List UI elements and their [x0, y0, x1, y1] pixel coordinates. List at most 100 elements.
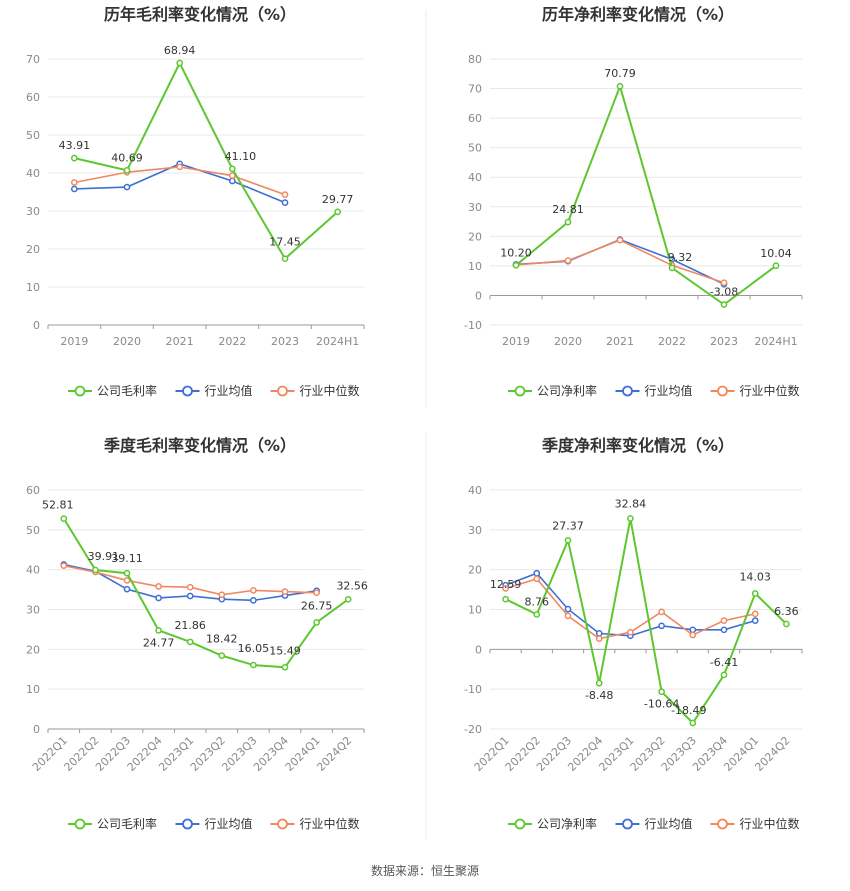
legend-marker-icon [182, 385, 193, 397]
data-point [186, 592, 194, 600]
y-tick-label: -10 [464, 319, 482, 332]
chart-title: 历年净利率变化情况（%） [542, 5, 734, 24]
x-tick-label: 2022 [658, 335, 686, 348]
data-label: 24.77 [143, 636, 175, 649]
y-tick-label: 20 [26, 643, 40, 656]
legend-label: 公司毛利率 [97, 816, 157, 831]
legend-item-3[interactable]: 行业中位数 [710, 816, 800, 831]
y-tick-label: 40 [468, 171, 482, 184]
x-tick-label: 2022 [218, 335, 246, 348]
data-point [689, 626, 697, 634]
x-tick-label: 2021 [166, 335, 194, 348]
data-point [564, 536, 572, 544]
legend-label: 行业中位数 [300, 383, 360, 398]
data-label: 70.79 [604, 67, 636, 80]
data-point [70, 185, 78, 193]
chart-panel-2: 历年净利率变化情况（%） -10 0 10 20 30 40 50 60 70 80 2019 2020… [464, 5, 803, 398]
y-tick-label: 0 [33, 319, 40, 332]
data-point [70, 179, 78, 186]
data-point [502, 595, 509, 603]
legend-item-1[interactable]: 公司净利率 [508, 383, 597, 398]
data-label: 40.69 [111, 151, 143, 164]
data-point [658, 608, 665, 616]
y-tick-label: 30 [468, 201, 482, 214]
x-tick-label: 2024Q2 [314, 734, 354, 774]
y-tick-label: 10 [468, 604, 482, 617]
legend-label: 公司毛利率 [97, 383, 157, 398]
y-tick-label: 20 [26, 243, 40, 256]
y-tick-label: 30 [26, 604, 40, 617]
data-point [186, 638, 194, 646]
legend-item-1[interactable]: 公司毛利率 [68, 816, 157, 831]
chart-title: 季度净利率变化情况（%） [541, 436, 734, 455]
legend-item-1[interactable]: 公司毛利率 [68, 383, 157, 398]
data-label: 39.11 [111, 552, 143, 565]
data-point [689, 631, 697, 639]
y-tick-label: 60 [26, 91, 40, 104]
data-point [186, 583, 194, 591]
data-label: 41.10 [225, 150, 257, 163]
data-label: -10.64 [644, 698, 679, 711]
data-point [783, 620, 790, 628]
data-point [751, 590, 759, 597]
data-point [616, 236, 624, 244]
legend-marker-icon [514, 818, 526, 830]
data-point [668, 264, 676, 272]
data-point [313, 589, 320, 597]
data-point [720, 279, 728, 287]
data-point [281, 191, 289, 199]
data-label: 15.49 [269, 644, 301, 657]
y-tick-label: 30 [26, 205, 40, 218]
data-label: 6.36 [774, 605, 799, 618]
legend-item-2[interactable]: 行业均值 [615, 816, 693, 831]
legend-item-3[interactable]: 行业中位数 [270, 383, 360, 398]
data-point [595, 630, 603, 637]
x-tick-label: 2024H1 [754, 335, 797, 348]
data-point [281, 255, 289, 263]
data-label: 12.59 [490, 578, 522, 591]
legend-item-2[interactable]: 行业均值 [175, 383, 253, 398]
data-point [720, 626, 728, 634]
data-point [228, 177, 236, 185]
legend-item-3[interactable]: 行业中位数 [270, 816, 360, 831]
legend-label: 公司净利率 [537, 383, 597, 398]
legend-marker-icon [622, 385, 633, 397]
data-point [60, 562, 68, 570]
data-label: -6.41 [710, 656, 738, 669]
chart-panel-1: 历年毛利率变化情况（%） 0 10 20 30 40 50 60 70 2019 2020 2021 2… [26, 5, 365, 398]
data-point [228, 165, 236, 173]
data-point [564, 257, 572, 264]
legend-label: 公司净利率 [537, 816, 597, 831]
y-tick-label: 40 [468, 484, 482, 497]
y-tick-label: 50 [26, 524, 40, 537]
legend-item-2[interactable]: 行业均值 [615, 383, 693, 398]
legend-item-1[interactable]: 公司净利率 [508, 816, 597, 831]
data-point [533, 575, 541, 583]
legend-item-2[interactable]: 行业均值 [175, 816, 253, 831]
data-point [70, 154, 78, 162]
data-point [155, 626, 162, 634]
x-tick-label: 2023 [271, 335, 299, 348]
legend-item-3[interactable]: 行业中位数 [710, 383, 800, 398]
data-point [218, 652, 226, 659]
series-line-industry-median [515, 239, 725, 284]
data-point [250, 587, 257, 594]
legend-label: 行业均值 [645, 383, 693, 398]
y-tick-label: 50 [468, 142, 482, 155]
data-point [616, 82, 624, 90]
series-line-company [74, 60, 339, 261]
legend-marker-icon [277, 385, 288, 397]
y-tick-label: -10 [464, 683, 482, 696]
data-label: 68.94 [164, 44, 196, 57]
data-point [313, 619, 320, 626]
data-point [281, 588, 289, 595]
data-point [564, 605, 572, 613]
data-point [720, 301, 728, 308]
y-tick-label: 20 [468, 564, 482, 577]
data-label: 29.77 [322, 193, 354, 206]
data-label: 17.45 [269, 236, 301, 249]
y-tick-label: 30 [468, 524, 482, 537]
data-point [123, 167, 131, 174]
y-tick-label: 70 [468, 83, 482, 96]
